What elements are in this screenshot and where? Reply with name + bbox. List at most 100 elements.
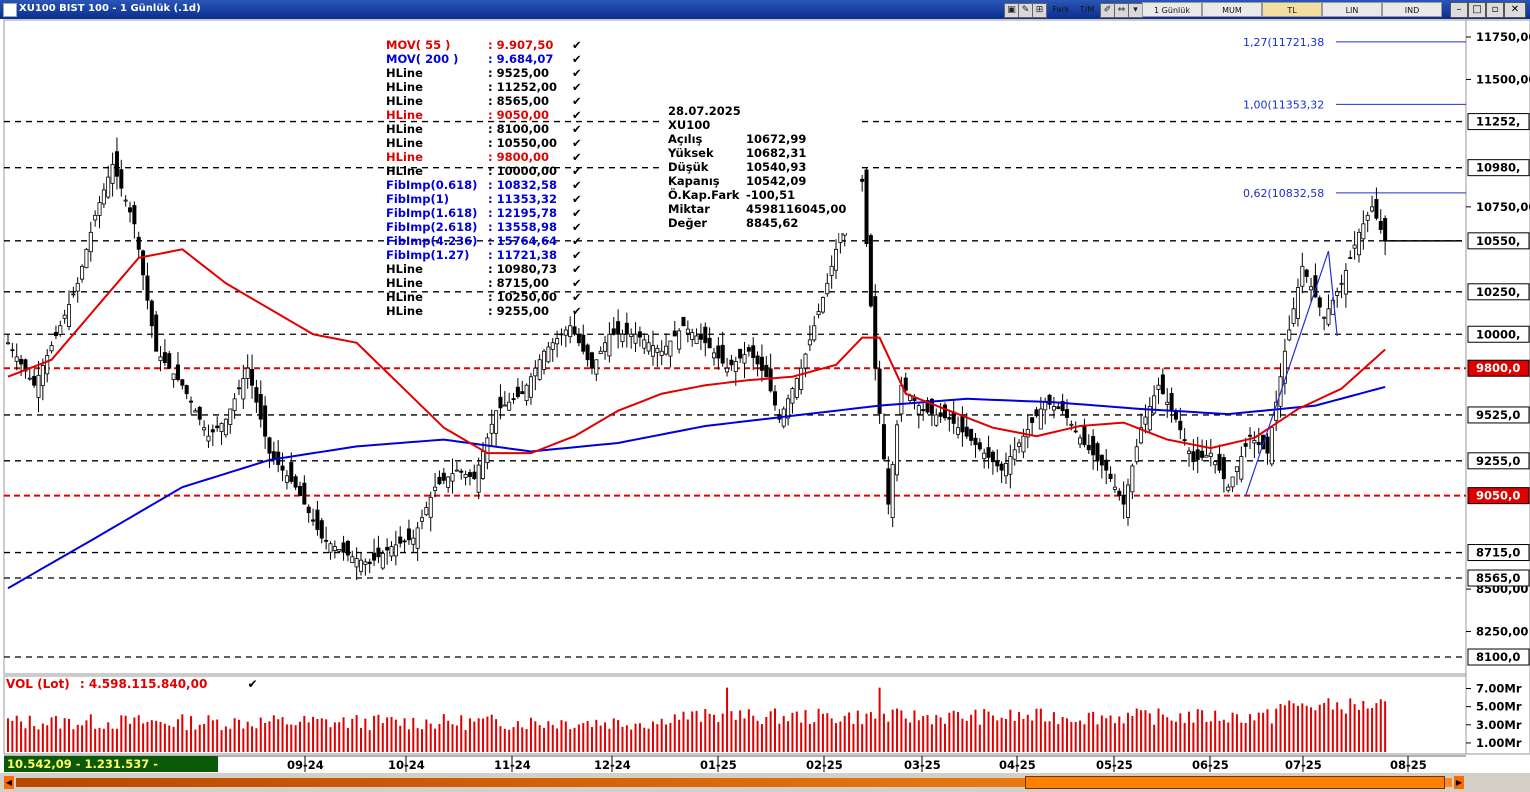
legend-row: HLine: 10000,00 ✔ [386, 164, 586, 178]
candle-body [1256, 442, 1261, 446]
check-icon[interactable]: ✔ [572, 136, 582, 150]
period-1gunluk[interactable]: 1 Günlük [1142, 2, 1202, 17]
candle-body [1034, 409, 1039, 417]
candle-body [210, 429, 215, 433]
fark-tool[interactable]: Fark [1052, 5, 1070, 14]
scroll-track[interactable] [16, 778, 1452, 787]
volume-tick-label: 3.00Mr [1476, 718, 1522, 732]
check-icon[interactable]: ✔ [572, 276, 582, 290]
compare-tool-icon[interactable]: ⊞ [1032, 3, 1047, 18]
volume-bar [848, 712, 851, 752]
volume-bar [111, 728, 114, 752]
candle-body [14, 356, 19, 362]
price-label: 8100,0 [1476, 650, 1520, 664]
volume-bar [373, 715, 376, 752]
candle-body [433, 486, 438, 491]
candle-body [223, 418, 228, 436]
candle-body [672, 330, 677, 337]
check-icon[interactable]: ✔ [572, 220, 582, 234]
check-icon[interactable]: ✔ [572, 52, 582, 66]
legend-value: : 10250,00 [488, 290, 557, 304]
check-icon[interactable]: ✔ [572, 234, 582, 248]
volume-bar [869, 712, 872, 752]
check-icon[interactable]: ✔ [572, 192, 582, 206]
candle-body [424, 507, 429, 516]
volume-bar [1105, 718, 1108, 752]
check-icon[interactable]: ✔ [572, 122, 582, 136]
check-icon[interactable]: ✔ [572, 304, 582, 318]
candle-body [393, 544, 398, 557]
check-icon[interactable]: ✔ [572, 108, 582, 122]
scroll-thumb[interactable] [1025, 776, 1445, 789]
candle-body [184, 385, 189, 395]
volume-bar [1018, 712, 1021, 752]
candle-body [446, 476, 451, 488]
check-icon[interactable]: ✔ [572, 80, 582, 94]
volume-bar [987, 711, 990, 752]
check-icon[interactable]: ✔ [572, 94, 582, 108]
candle-body [1191, 451, 1196, 463]
volume-bar [1353, 704, 1356, 752]
period-mum[interactable]: MUM [1202, 2, 1262, 17]
volume-bar [961, 718, 964, 752]
restore-icon[interactable]: ▫ [1486, 2, 1504, 18]
volume-bar [835, 723, 838, 752]
bottom-scrollbar[interactable]: ◀ ▶ [0, 773, 1530, 792]
volume-bar [33, 726, 36, 752]
volume-bar [403, 718, 406, 752]
scroll-left-arrow[interactable]: ◀ [4, 776, 14, 789]
check-icon[interactable]: ✔ [572, 262, 582, 276]
scroll-right-arrow[interactable]: ▶ [1454, 776, 1464, 789]
volume-bar [821, 713, 824, 752]
maximize-icon[interactable]: □ [1468, 2, 1486, 18]
volume-bar [185, 730, 188, 752]
check-icon[interactable]: ✔ [572, 178, 582, 192]
check-icon[interactable]: ✔ [572, 206, 582, 220]
legend-label: HLine [386, 94, 423, 108]
volume-bar [734, 719, 737, 752]
volume-bar [813, 722, 816, 752]
candle-body [995, 461, 1000, 467]
volume-bar [874, 718, 877, 752]
candle-body [825, 282, 830, 295]
check-icon[interactable]: ✔ [572, 150, 582, 164]
volume-bar [965, 720, 968, 752]
legend-row: MOV( 55 ): 9.907,50 ✔ [386, 38, 586, 52]
volume-bar [72, 729, 75, 752]
candle-body [350, 556, 355, 564]
volume-bar [1048, 721, 1051, 752]
candle-body [328, 543, 333, 553]
check-icon[interactable]: ✔ [572, 248, 582, 262]
period-lin[interactable]: LIN [1322, 2, 1382, 17]
candle-body [293, 476, 298, 488]
tm-tool[interactable]: T/M [1079, 5, 1095, 14]
check-icon[interactable]: ✔ [247, 677, 258, 691]
price-label: 9525,0 [1476, 408, 1520, 422]
candle-body [1187, 450, 1192, 454]
volume-bar [194, 729, 197, 752]
period-tl[interactable]: TL [1262, 2, 1322, 17]
period-ind[interactable]: IND [1382, 2, 1442, 17]
minimize-icon[interactable]: – [1450, 2, 1468, 18]
check-icon[interactable]: ✔ [572, 66, 582, 80]
volume-bar [46, 725, 49, 752]
volume-bar [255, 728, 258, 752]
candle-body [189, 400, 194, 403]
legend-label: FibImp(4.236) [386, 234, 478, 248]
check-icon[interactable]: ✔ [572, 164, 582, 178]
check-icon[interactable]: ✔ [572, 38, 582, 52]
legend-row: HLine: 8715,00 ✔ [386, 276, 586, 290]
volume-bar [394, 719, 397, 752]
candle-body [877, 368, 882, 414]
volume-bar [1113, 723, 1116, 752]
chart-tool-icon[interactable]: ▣ [1004, 3, 1019, 18]
ohlc-label: Ö.Kap.Fark [668, 188, 740, 202]
close-icon[interactable]: ✕ [1504, 2, 1526, 18]
check-icon[interactable]: ✔ [572, 290, 582, 304]
volume-bar [1214, 710, 1217, 752]
volume-bar [499, 726, 502, 752]
legend-row: HLine: 9525,00 ✔ [386, 66, 586, 80]
candle-body [398, 536, 403, 544]
legend-label: FibImp(1.618) [386, 206, 478, 220]
volume-bar [739, 710, 742, 752]
